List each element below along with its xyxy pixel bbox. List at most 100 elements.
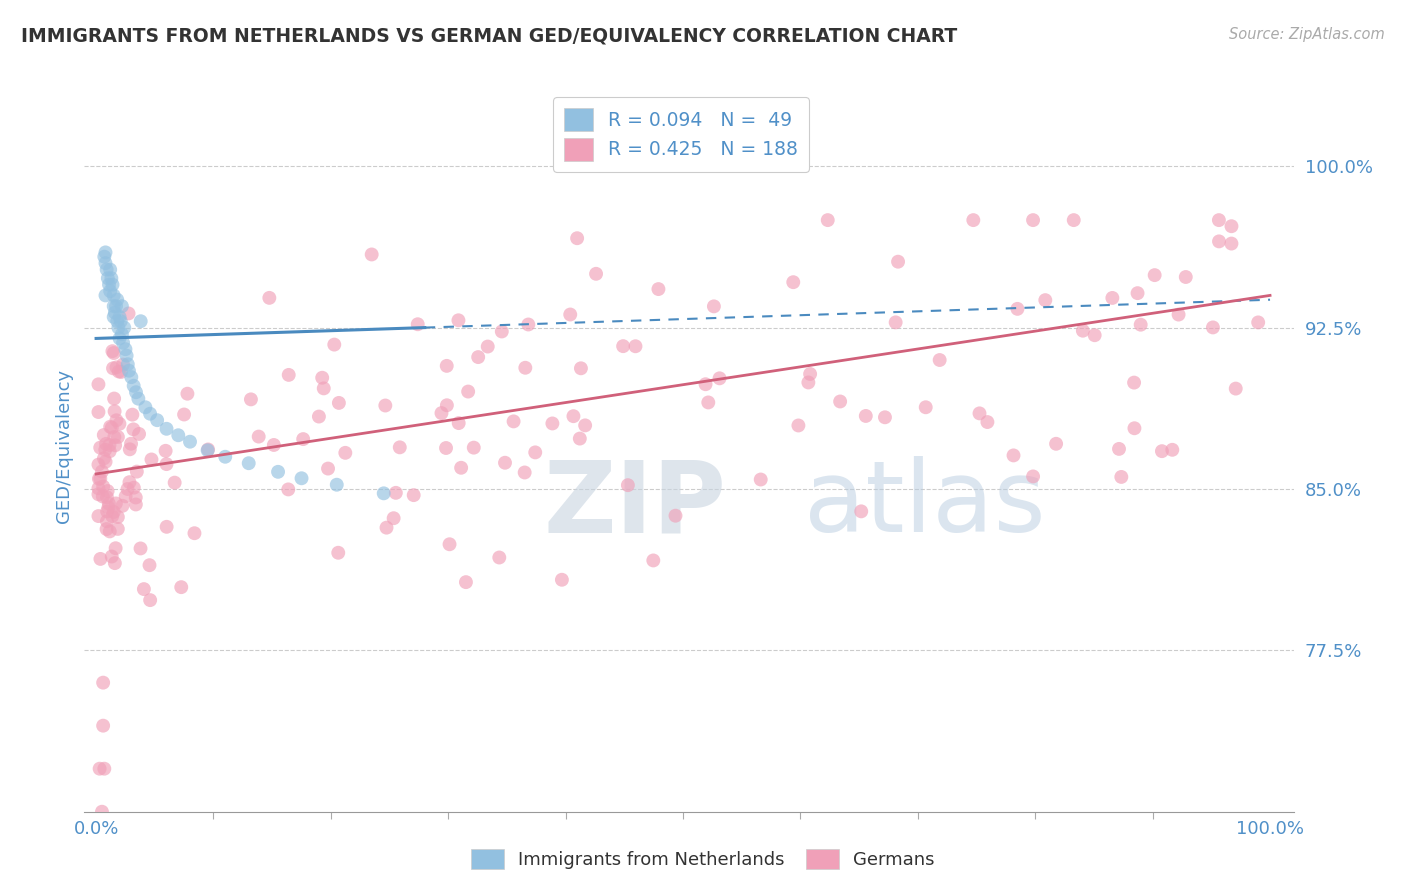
- Point: [494, 456, 516, 470]
- Point: [647, 282, 669, 296]
- Point: [267, 465, 290, 479]
- Point: [695, 377, 717, 392]
- Point: [111, 499, 134, 513]
- Point: [110, 314, 132, 328]
- Point: [96, 514, 118, 528]
- Point: [114, 489, 136, 503]
- Point: [91, 465, 114, 479]
- Point: [799, 367, 821, 381]
- Point: [163, 475, 186, 490]
- Point: [436, 398, 458, 412]
- Point: [98, 524, 121, 539]
- Point: [117, 306, 139, 320]
- Point: [118, 364, 141, 378]
- Point: [121, 408, 143, 422]
- Point: [562, 409, 585, 424]
- Point: [1123, 421, 1146, 435]
- Point: [146, 413, 169, 427]
- Point: [89, 441, 111, 455]
- Point: [103, 346, 125, 360]
- Y-axis label: GED/Equivalency: GED/Equivalency: [55, 369, 73, 523]
- Legend: Immigrants from Netherlands, Germans: Immigrants from Netherlands, Germans: [463, 839, 943, 879]
- Point: [214, 450, 236, 464]
- Point: [1247, 315, 1270, 329]
- Point: [1022, 469, 1045, 483]
- Point: [259, 291, 281, 305]
- Point: [1022, 213, 1045, 227]
- Legend: R = 0.094   N =  49, R = 0.425   N = 188: R = 0.094 N = 49, R = 0.425 N = 188: [553, 97, 808, 172]
- Point: [316, 461, 339, 475]
- Point: [1150, 444, 1173, 458]
- Point: [125, 465, 148, 479]
- Point: [87, 458, 110, 472]
- Point: [155, 457, 177, 471]
- Point: [104, 438, 127, 452]
- Point: [141, 452, 163, 467]
- Point: [111, 299, 134, 313]
- Point: [375, 521, 398, 535]
- Text: ZIP: ZIP: [544, 456, 727, 553]
- Point: [1108, 442, 1130, 456]
- Point: [1208, 235, 1230, 249]
- Point: [430, 406, 453, 420]
- Point: [156, 520, 179, 534]
- Point: [125, 491, 148, 505]
- Point: [128, 426, 150, 441]
- Point: [488, 550, 510, 565]
- Text: Source: ZipAtlas.com: Source: ZipAtlas.com: [1229, 27, 1385, 42]
- Point: [311, 370, 333, 384]
- Point: [239, 392, 262, 407]
- Point: [179, 434, 201, 449]
- Point: [817, 213, 839, 227]
- Point: [103, 310, 125, 324]
- Point: [91, 479, 114, 493]
- Point: [447, 313, 470, 327]
- Point: [457, 384, 479, 399]
- Point: [98, 284, 121, 298]
- Text: IMMIGRANTS FROM NETHERLANDS VS GERMAN GED/EQUIVALENCY CORRELATION CHART: IMMIGRANTS FROM NETHERLANDS VS GERMAN GE…: [21, 27, 957, 45]
- Point: [173, 408, 195, 422]
- Point: [105, 360, 128, 375]
- Point: [1007, 301, 1029, 316]
- Point: [797, 376, 820, 390]
- Point: [450, 460, 472, 475]
- Point: [125, 385, 148, 400]
- Point: [513, 466, 536, 480]
- Point: [93, 250, 115, 264]
- Point: [328, 396, 350, 410]
- Point: [105, 293, 128, 307]
- Point: [105, 314, 128, 328]
- Point: [170, 580, 193, 594]
- Point: [887, 254, 910, 268]
- Point: [574, 418, 596, 433]
- Point: [101, 344, 124, 359]
- Point: [703, 299, 725, 313]
- Point: [851, 504, 873, 518]
- Point: [515, 360, 537, 375]
- Point: [541, 417, 564, 431]
- Point: [108, 417, 131, 431]
- Point: [129, 541, 152, 556]
- Point: [112, 320, 135, 334]
- Point: [100, 271, 122, 285]
- Point: [114, 342, 136, 356]
- Point: [97, 271, 120, 285]
- Point: [107, 510, 129, 524]
- Point: [1111, 470, 1133, 484]
- Point: [855, 409, 877, 423]
- Point: [388, 440, 411, 454]
- Point: [491, 325, 513, 339]
- Point: [402, 488, 425, 502]
- Point: [585, 267, 607, 281]
- Point: [277, 483, 299, 497]
- Point: [117, 482, 139, 496]
- Point: [1202, 320, 1225, 334]
- Point: [94, 245, 117, 260]
- Point: [568, 432, 591, 446]
- Point: [697, 395, 720, 409]
- Point: [1129, 318, 1152, 332]
- Point: [312, 381, 335, 395]
- Point: [90, 847, 112, 862]
- Point: [94, 442, 117, 457]
- Point: [120, 436, 142, 450]
